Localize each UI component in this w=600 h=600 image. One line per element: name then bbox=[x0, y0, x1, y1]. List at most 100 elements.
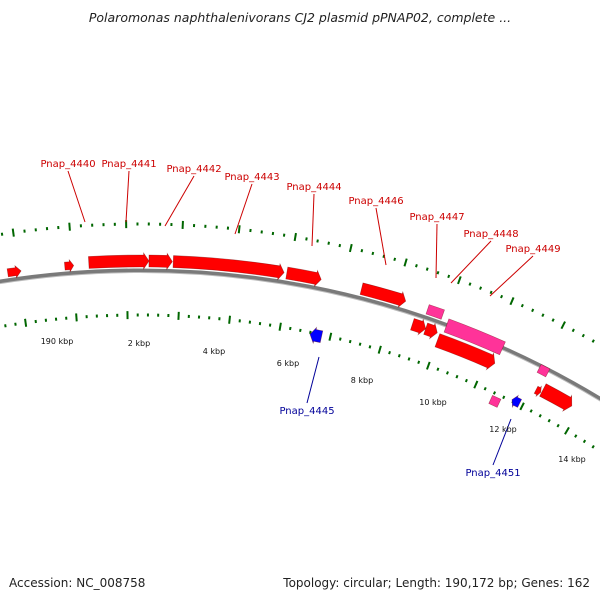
tick-mark-inner bbox=[377, 345, 382, 354]
gene-label-leader bbox=[311, 193, 315, 247]
tick-mark-outer bbox=[415, 264, 418, 268]
gene-label: Pnap_4445 bbox=[279, 406, 334, 417]
gene-arrow bbox=[443, 318, 506, 356]
tick-mark-outer bbox=[316, 239, 319, 243]
tick-mark-outer bbox=[489, 290, 493, 295]
tick-mark-inner bbox=[338, 337, 342, 341]
scale-label: 2 kbp bbox=[128, 339, 150, 348]
backbone-arc bbox=[0, 268, 600, 402]
gene-arrow bbox=[172, 255, 285, 281]
tick-mark-outer bbox=[531, 308, 535, 313]
scale-label: 8 kbp bbox=[351, 376, 373, 385]
gene-label: Pnap_4440 bbox=[40, 159, 95, 170]
gene-label: Pnap_4449 bbox=[505, 244, 560, 255]
tick-mark-inner bbox=[299, 328, 302, 333]
tick-mark-inner bbox=[426, 361, 431, 370]
tick-mark-outer bbox=[500, 294, 504, 299]
tick-mark-outer bbox=[68, 222, 71, 231]
gene-arrow bbox=[88, 252, 150, 270]
tick-mark-inner bbox=[228, 315, 231, 324]
gene-arrow bbox=[64, 258, 75, 273]
tick-mark-inner bbox=[348, 339, 352, 344]
accession-label: Accession: NC_008758 bbox=[9, 576, 146, 590]
tick-mark-inner bbox=[464, 378, 468, 383]
tick-mark-inner bbox=[417, 360, 421, 365]
tick-mark-outer bbox=[403, 258, 408, 267]
gene-label: Pnap_4443 bbox=[224, 172, 279, 183]
gene-label: Pnap_4447 bbox=[409, 212, 464, 223]
gene-label-leader bbox=[164, 175, 195, 227]
gene-label: Pnap_4448 bbox=[463, 229, 518, 240]
tick-mark-outer bbox=[581, 333, 585, 338]
gene-arrow bbox=[533, 385, 542, 397]
gene-arrow bbox=[488, 395, 502, 408]
tick-mark-inner bbox=[289, 326, 292, 331]
tick-mark-outer bbox=[371, 251, 375, 256]
scale-label: 190 kbp bbox=[41, 337, 74, 346]
gene-label-leader bbox=[234, 183, 253, 235]
gene-arrow bbox=[434, 333, 496, 371]
gene-arrow bbox=[425, 304, 445, 320]
tick-mark-inner bbox=[574, 434, 578, 438]
gene-arrow bbox=[6, 264, 22, 279]
tick-mark-outer bbox=[436, 270, 440, 275]
tick-mark-outer bbox=[509, 297, 515, 306]
tick-mark-outer bbox=[293, 232, 297, 242]
tick-mark-inner bbox=[278, 322, 282, 331]
tick-mark-inner bbox=[529, 409, 533, 413]
tick-mark-outer bbox=[571, 328, 575, 333]
tick-mark-outer bbox=[338, 243, 342, 248]
tick-mark-inner bbox=[582, 439, 587, 444]
scale-label: 10 kbp bbox=[419, 398, 447, 407]
scale-label: 12 kbp bbox=[489, 425, 517, 434]
gene-label-leader bbox=[450, 240, 492, 284]
tick-mark-inner bbox=[328, 332, 333, 341]
gene-label-leader bbox=[67, 170, 86, 223]
gene-label-leader bbox=[125, 170, 130, 223]
tick-mark-inner bbox=[75, 313, 78, 322]
scale-label: 14 kbp bbox=[558, 455, 586, 464]
tick-mark-inner bbox=[407, 357, 411, 361]
tick-mark-inner bbox=[445, 371, 449, 375]
tick-mark-outer bbox=[560, 321, 566, 330]
gene-label-leader bbox=[306, 356, 320, 404]
tick-mark-outer bbox=[447, 274, 451, 279]
topology-label: Topology: circular; Length: 190,172 bp; … bbox=[283, 576, 590, 590]
tick-mark-inner bbox=[492, 391, 497, 395]
tick-mark-inner bbox=[473, 380, 479, 389]
gene-arrow bbox=[536, 363, 551, 378]
tick-mark-outer bbox=[327, 241, 330, 245]
tick-mark-outer bbox=[237, 225, 241, 234]
tick-mark-outer bbox=[520, 303, 524, 308]
gene-arrow bbox=[511, 394, 523, 409]
tick-mark-outer bbox=[425, 267, 429, 271]
tick-mark-outer bbox=[360, 248, 364, 253]
gene-label-leader bbox=[375, 207, 387, 266]
gene-label: Pnap_4441 bbox=[101, 159, 156, 170]
gene-label: Pnap_4451 bbox=[465, 468, 520, 479]
gene-label: Pnap_4444 bbox=[286, 182, 341, 193]
gene-arrow bbox=[539, 383, 573, 412]
tick-mark-inner bbox=[388, 350, 391, 355]
gene-arrow bbox=[309, 326, 324, 345]
gene-label: Pnap_4442 bbox=[166, 164, 221, 175]
tick-mark-inner bbox=[436, 367, 440, 372]
tick-mark-outer bbox=[541, 313, 545, 317]
tick-mark-outer bbox=[348, 243, 353, 253]
tick-mark-inner bbox=[547, 418, 551, 423]
tick-mark-inner bbox=[502, 395, 506, 400]
scale-label: 4 kbp bbox=[203, 347, 225, 356]
tick-mark-outer bbox=[393, 257, 397, 262]
gene-arrow bbox=[359, 282, 407, 309]
tick-mark-outer bbox=[457, 276, 462, 285]
tick-mark-inner bbox=[358, 342, 362, 346]
tick-mark-inner bbox=[455, 374, 459, 379]
scale-label: 6 kbp bbox=[277, 359, 299, 368]
tick-mark-outer bbox=[479, 286, 483, 290]
tick-mark-outer bbox=[591, 339, 595, 343]
tick-mark-outer bbox=[551, 318, 555, 322]
tick-mark-inner bbox=[309, 330, 312, 335]
gene-label-leader bbox=[435, 223, 438, 279]
gene-label-leader bbox=[489, 255, 534, 297]
